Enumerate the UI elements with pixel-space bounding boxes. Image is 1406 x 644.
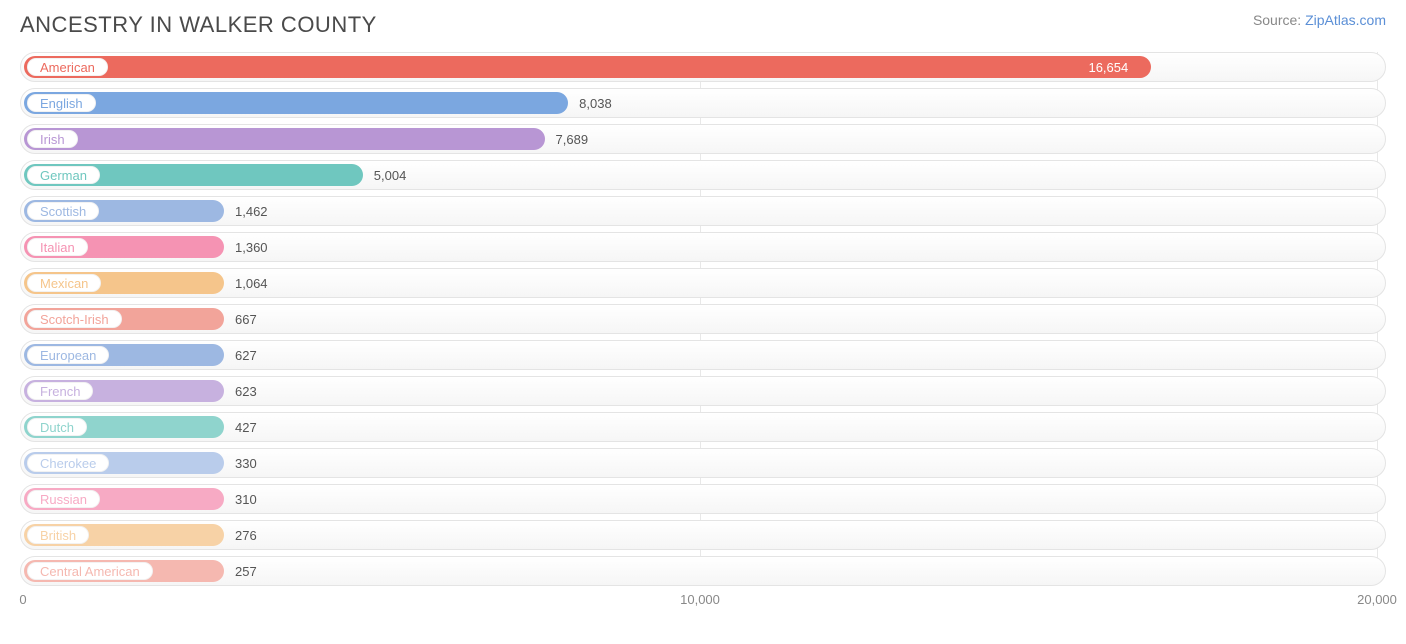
bar-row: Italian 1,360 — [20, 232, 1386, 262]
bar-value-label: 330 — [235, 449, 257, 477]
bar-row: Scottish 1,462 — [20, 196, 1386, 226]
bar-category-pill: Italian — [27, 238, 88, 256]
axis-tick: 0 — [19, 592, 26, 607]
bar-value-label: 5,004 — [374, 161, 407, 189]
chart-title: ANCESTRY IN WALKER COUNTY — [20, 12, 377, 38]
bar-category-pill: British — [27, 526, 89, 544]
bar-category-pill: Dutch — [27, 418, 87, 436]
bar-value-label: 623 — [235, 377, 257, 405]
bar-row: Irish 7,689 — [20, 124, 1386, 154]
axis-tick: 20,000 — [1357, 592, 1397, 607]
bar — [24, 92, 568, 114]
bar-row: German 5,004 — [20, 160, 1386, 190]
bar-value-label: 276 — [235, 521, 257, 549]
bar-category-pill: Cherokee — [27, 454, 109, 472]
bar-value-label: 257 — [235, 557, 257, 585]
bar-value-label: 1,462 — [235, 197, 268, 225]
bar-value-label: 427 — [235, 413, 257, 441]
source-prefix: Source: — [1253, 12, 1305, 28]
bar-value-label: 16,654 — [1088, 53, 1373, 81]
bar-value-label: 8,038 — [579, 89, 612, 117]
bar-value-label: 1,360 — [235, 233, 268, 261]
bar-row: American 16,654 — [20, 52, 1386, 82]
bar-category-pill: American — [27, 58, 108, 76]
source-attribution: Source: ZipAtlas.com — [1253, 12, 1386, 28]
bar-category-pill: German — [27, 166, 100, 184]
bar-row: European 627 — [20, 340, 1386, 370]
bar-value-label: 667 — [235, 305, 257, 333]
bar-row: Mexican 1,064 — [20, 268, 1386, 298]
bar-row: British 276 — [20, 520, 1386, 550]
bar-category-pill: Irish — [27, 130, 78, 148]
bar-row: Cherokee 330 — [20, 448, 1386, 478]
bar-rows: American 16,654 English 8,038 Irish 7,689 Germ… — [20, 52, 1386, 586]
bar-value-label: 627 — [235, 341, 257, 369]
bar-row: Scotch-Irish 667 — [20, 304, 1386, 334]
bar-category-pill: Mexican — [27, 274, 101, 292]
bar-row: Central American 257 — [20, 556, 1386, 586]
bar-category-pill: Scotch-Irish — [27, 310, 122, 328]
bar-row: Russian 310 — [20, 484, 1386, 514]
bar-category-pill: Scottish — [27, 202, 99, 220]
x-axis: 010,00020,000 — [20, 592, 1386, 616]
bar-category-pill: Central American — [27, 562, 153, 580]
bar-row: Dutch 427 — [20, 412, 1386, 442]
bar-row: French 623 — [20, 376, 1386, 406]
bar-category-pill: European — [27, 346, 109, 364]
source-link[interactable]: ZipAtlas.com — [1305, 12, 1386, 28]
chart-header: ANCESTRY IN WALKER COUNTY Source: ZipAtl… — [0, 0, 1406, 46]
bar — [24, 128, 545, 150]
bar-value-label: 310 — [235, 485, 257, 513]
axis-tick: 10,000 — [680, 592, 720, 607]
bar-value-label: 1,064 — [235, 269, 268, 297]
bar-value-label: 7,689 — [556, 125, 589, 153]
bar-row: English 8,038 — [20, 88, 1386, 118]
bar — [24, 56, 1151, 78]
bar-category-pill: English — [27, 94, 96, 112]
chart-area: American 16,654 English 8,038 Irish 7,689 Germ… — [0, 46, 1406, 586]
bar-category-pill: French — [27, 382, 93, 400]
bar-category-pill: Russian — [27, 490, 100, 508]
